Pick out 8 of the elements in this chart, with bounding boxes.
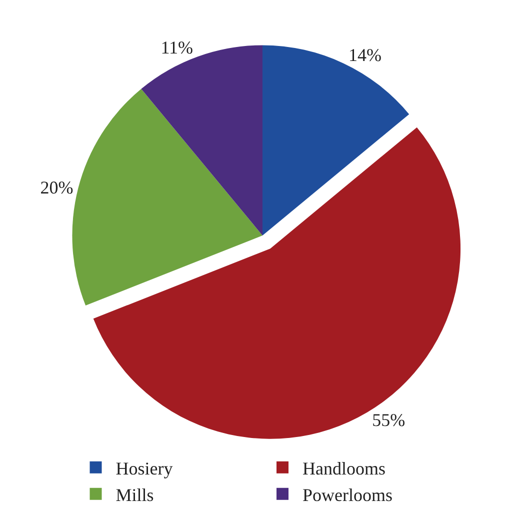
legend-label: Powerlooms [302, 484, 392, 505]
data-label: 20% [40, 178, 74, 198]
legend-label: Mills [116, 484, 154, 505]
legend-label: Hosiery [116, 458, 173, 478]
legend-label: Handlooms [302, 458, 386, 478]
data-label: 11% [160, 38, 194, 58]
data-label: 55% [372, 410, 406, 430]
data-label: 14% [348, 45, 382, 66]
